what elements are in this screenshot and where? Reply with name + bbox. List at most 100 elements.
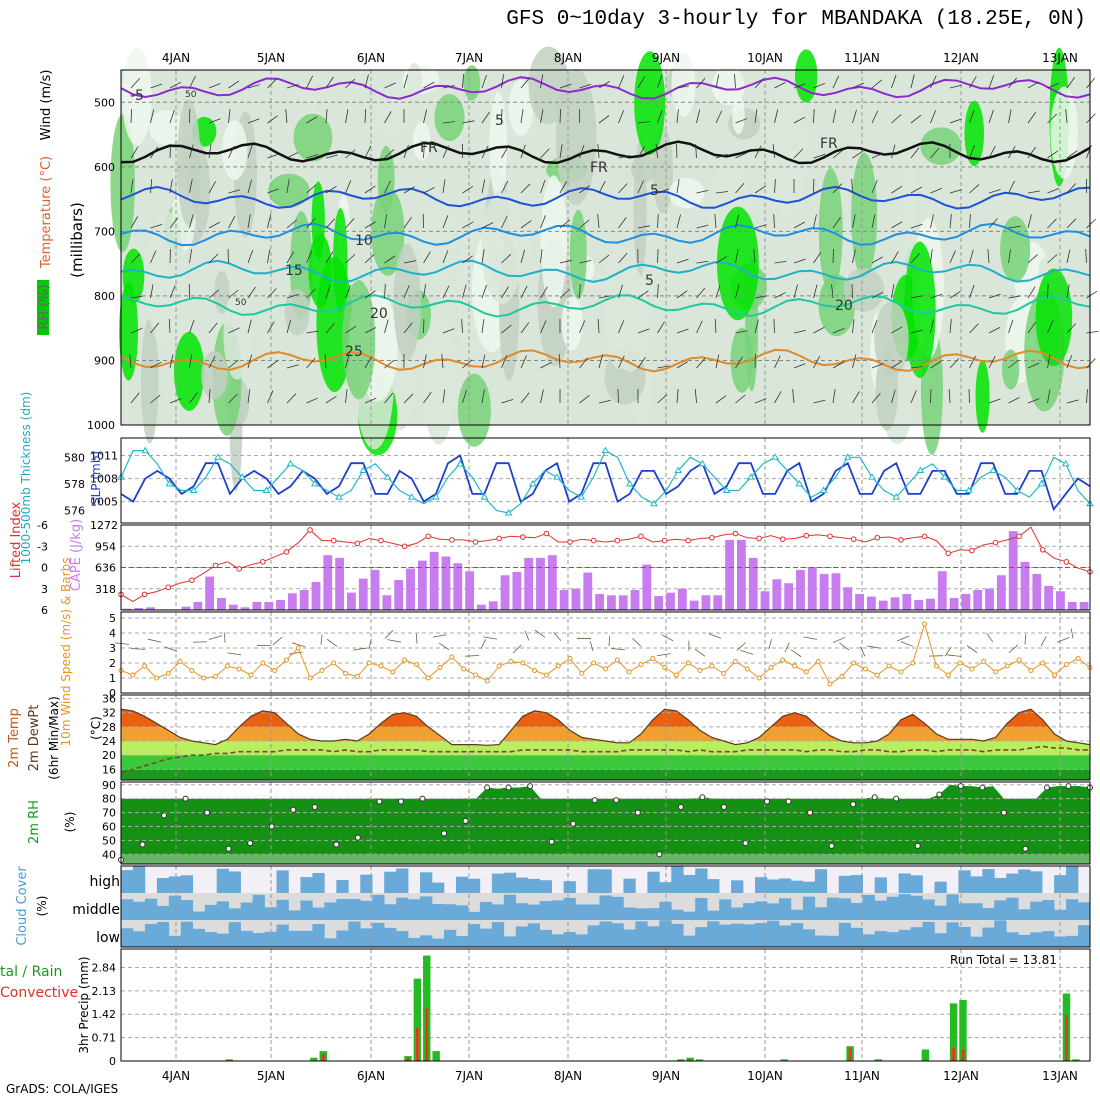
wind-barb (949, 290, 961, 299)
rh-point (785, 798, 792, 805)
cloud-bar (515, 877, 529, 893)
cape-bar (406, 568, 415, 610)
rh-blob (173, 331, 205, 411)
wind-barb (130, 179, 134, 194)
wind-speed-point (272, 668, 278, 673)
isotherm--5 (120, 76, 1091, 100)
wind-barb (968, 388, 970, 404)
cloud-bar (216, 901, 229, 920)
li-point (519, 534, 526, 540)
rh-unit-label: (%) (63, 812, 77, 833)
rh-point (828, 842, 835, 849)
cloud-bar (946, 922, 959, 947)
wind-barb (891, 114, 902, 124)
surface-barb (966, 645, 978, 653)
cape-bar (299, 589, 309, 610)
cloud-bar (228, 908, 241, 920)
wind-barb (306, 154, 319, 159)
wind-speed-point (945, 672, 951, 678)
wind-barb (969, 249, 974, 264)
surface-barb (589, 640, 594, 651)
wind-speed-point (142, 663, 148, 669)
wind-barb (189, 144, 194, 159)
cloud-bar (216, 933, 229, 947)
precip-conv-bar (425, 1008, 429, 1061)
wind-barb (267, 214, 272, 229)
cape-bar (488, 601, 498, 610)
cloud-bar (778, 898, 792, 920)
cloud-bar (683, 874, 696, 893)
surface-barb (387, 639, 402, 643)
rh-blob (540, 175, 567, 308)
rh-point (871, 794, 878, 801)
cloud-bar (455, 876, 469, 893)
wind-speed-point (532, 668, 538, 673)
cloud-bar (432, 903, 445, 920)
cloud-bar (1066, 866, 1079, 893)
precip-tick-1: 0.71 (92, 1032, 117, 1045)
wind-barb (910, 147, 920, 159)
cloud-bar (671, 866, 684, 893)
wind-barb (949, 250, 956, 264)
rh-blob (393, 243, 421, 361)
date-tick-top-9: 13JAN (1042, 51, 1078, 65)
cape-bar (902, 593, 912, 610)
cape-bar (866, 596, 876, 610)
cloud-bar (838, 922, 852, 947)
wind-barb (540, 249, 543, 264)
wind-barb (813, 83, 825, 89)
wind-barb (208, 253, 219, 264)
cape-bar (725, 539, 734, 610)
li-point (850, 536, 857, 542)
wind-barb (657, 284, 659, 299)
cape-bar (831, 573, 841, 610)
wind-barb (286, 293, 299, 299)
surface-barb (608, 636, 611, 647)
surface-barb (480, 639, 486, 650)
wind-barb (696, 357, 706, 369)
wind-speed-point (851, 660, 857, 666)
wind-barb (598, 295, 611, 299)
wind-barb (969, 214, 971, 229)
precip-tick-2: 1.42 (92, 1008, 117, 1021)
rh-blob (119, 281, 138, 381)
wind-barb (325, 395, 337, 404)
rh-blob (311, 181, 325, 260)
wind-barb (345, 149, 356, 159)
date-tick-bottom-7: 11JAN (844, 1069, 880, 1083)
wind-speed-point (461, 666, 467, 672)
rh-blob (730, 327, 754, 393)
wind-speed-point (343, 671, 349, 676)
wind-speed-point (390, 669, 396, 675)
wind-barb (168, 319, 171, 334)
rh-blob (223, 289, 252, 380)
thickness-point (310, 479, 319, 487)
cape-bar (689, 600, 699, 610)
wind-barb (598, 399, 611, 404)
date-tick-top-8: 12JAN (943, 51, 979, 65)
cloud-bar (515, 926, 529, 947)
cloud-bar (814, 907, 828, 920)
wind-barb (325, 76, 334, 89)
cloud-bar (216, 868, 229, 893)
rh-blob (555, 68, 597, 206)
rh-blob (293, 113, 333, 162)
thickness-point (843, 453, 852, 460)
rh-point (354, 834, 361, 841)
cloud-bar (204, 932, 218, 947)
wind-barb (228, 359, 239, 369)
wind-barb (520, 220, 532, 229)
cloud-bar (790, 880, 804, 893)
cloud-bar (587, 925, 600, 947)
cloud-bar (922, 899, 935, 920)
wind-barb (696, 320, 703, 334)
cloud-bar (838, 875, 852, 893)
cloud-bar (910, 927, 923, 947)
wind-barb (715, 110, 723, 124)
thickness-point (722, 486, 731, 493)
wind-barb (715, 191, 728, 194)
wind-barb (1027, 146, 1036, 159)
wind-barb (520, 183, 531, 194)
wind-barb (130, 327, 143, 334)
li-point (661, 537, 668, 544)
